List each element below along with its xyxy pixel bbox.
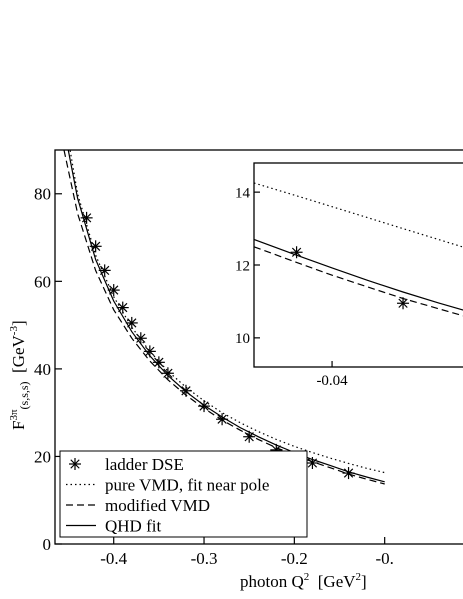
- main-series: [63, 150, 385, 485]
- legend: ladder DSE pure VMD, fit near polemodifie…: [59, 450, 308, 538]
- x-tick-label: -0.4: [100, 549, 127, 568]
- x-tick-label: -0.: [375, 549, 393, 568]
- inset-plot-area: [253, 162, 463, 368]
- inset-series-line-modified-vmd: [254, 246, 463, 317]
- y-tick-label: 60: [34, 272, 51, 291]
- data-point-ladder-dse: [306, 457, 319, 470]
- legend-label-ladder-dse: ladder DSE: [105, 455, 184, 474]
- legend-marker-ladder-dse: [69, 458, 81, 470]
- inset-x-axis: -0.04: [316, 361, 348, 389]
- legend-box: [59, 450, 308, 538]
- y-axis: 0 20 40 60 80: [34, 185, 62, 554]
- data-point-ladder-dse: [107, 284, 120, 297]
- inset-y-tick-label: 12: [235, 258, 250, 274]
- series-line-modified-vmd: [63, 150, 385, 485]
- data-point-ladder-dse: [116, 301, 129, 314]
- x-axis: -0.4 -0.3 -0.2 -0.: [100, 537, 394, 568]
- plot-area: [54, 149, 463, 545]
- inset-x-tick-label: -0.04: [316, 373, 348, 389]
- legend-label-qhd-fit: QHD fit: [105, 517, 161, 536]
- data-point-ladder-dse: [161, 367, 174, 380]
- x-axis-label: photon Q2 [GeV2]: [240, 571, 367, 591]
- y-tick-label: 40: [34, 360, 51, 379]
- series-line-pure-vmd-fit-near-pole: [69, 150, 385, 474]
- data-point-ladder-dse: [125, 316, 138, 329]
- y-tick-label: 80: [34, 185, 51, 204]
- legend-label-pure-vmd-fit-near-pole: pure VMD, fit near pole: [105, 476, 269, 495]
- x-tick-label: -0.3: [191, 549, 218, 568]
- inset-series: [254, 182, 463, 317]
- legend-label-modified-vmd: modified VMD: [105, 496, 210, 515]
- series-line-qhd-fit: [67, 150, 385, 483]
- x-tick-label: -0.2: [281, 549, 308, 568]
- inset-y-axis: 10 12 14: [235, 185, 260, 347]
- y-tick-label: 20: [34, 447, 51, 466]
- inset-series-line-qhd-fit: [254, 238, 463, 311]
- inset-data-point-ladder-dse: [290, 246, 303, 259]
- inset-data-point-ladder-dse: [397, 297, 410, 310]
- y-tick-label: 0: [43, 535, 52, 554]
- y-axis-label: F3π(s,s,s) [GeV-3]: [8, 320, 31, 430]
- data-point-ladder-dse: [134, 332, 147, 345]
- inset-y-tick-label: 14: [235, 185, 251, 201]
- inset-y-tick-label: 10: [235, 331, 250, 347]
